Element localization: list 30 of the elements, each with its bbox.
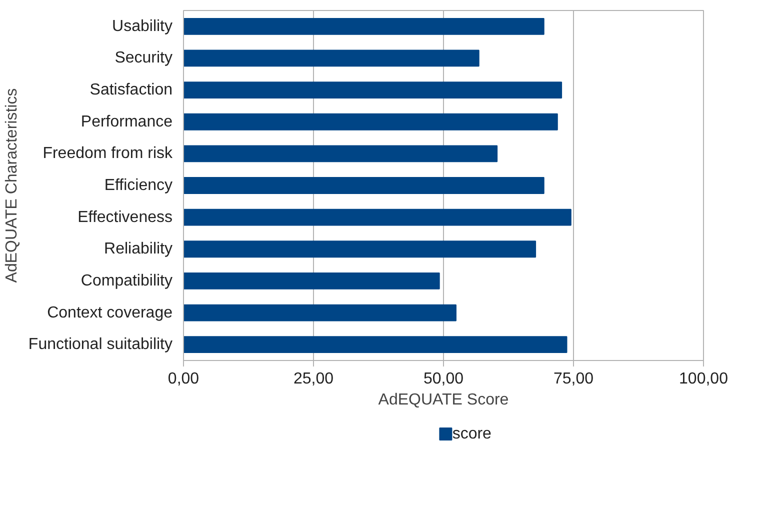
y-tick-label: Efficiency (104, 177, 173, 194)
bar (184, 177, 544, 194)
bar (184, 336, 568, 354)
bar (184, 304, 456, 322)
y-tick-label: Usability (112, 18, 173, 35)
x-tick-label: 50,00 (423, 370, 464, 388)
y-tick-label: Functional suitability (28, 336, 173, 354)
y-tick-label: Security (114, 50, 172, 67)
y-tick-label: Satisfaction (90, 82, 173, 99)
y-tick-label: Performance (80, 113, 173, 130)
x-axis-title: AdEQUATE Score (378, 392, 509, 408)
x-tick-label: 25,00 (293, 370, 334, 388)
bar (184, 113, 558, 130)
bar (184, 50, 480, 67)
y-axis-title: AdEQUATE Characteristics (3, 88, 20, 283)
y-tick-label: Compatibility (80, 272, 173, 290)
y-tick-label: Freedom from risk (42, 145, 174, 162)
bar (184, 208, 572, 226)
bar (184, 145, 498, 162)
y-tick-label: Context coverage (47, 304, 173, 322)
bar (184, 272, 440, 290)
x-tick-label: 100,00 (679, 370, 728, 388)
y-tick-label: Reliability (104, 240, 172, 258)
legend-label: score (452, 426, 492, 442)
x-tick-label: 0,00 (168, 370, 200, 388)
y-tick-label: Effectiveness (78, 208, 173, 226)
bar (184, 240, 536, 258)
bar (184, 82, 562, 98)
x-tick-label: 75,00 (553, 370, 594, 388)
bar (184, 18, 544, 35)
